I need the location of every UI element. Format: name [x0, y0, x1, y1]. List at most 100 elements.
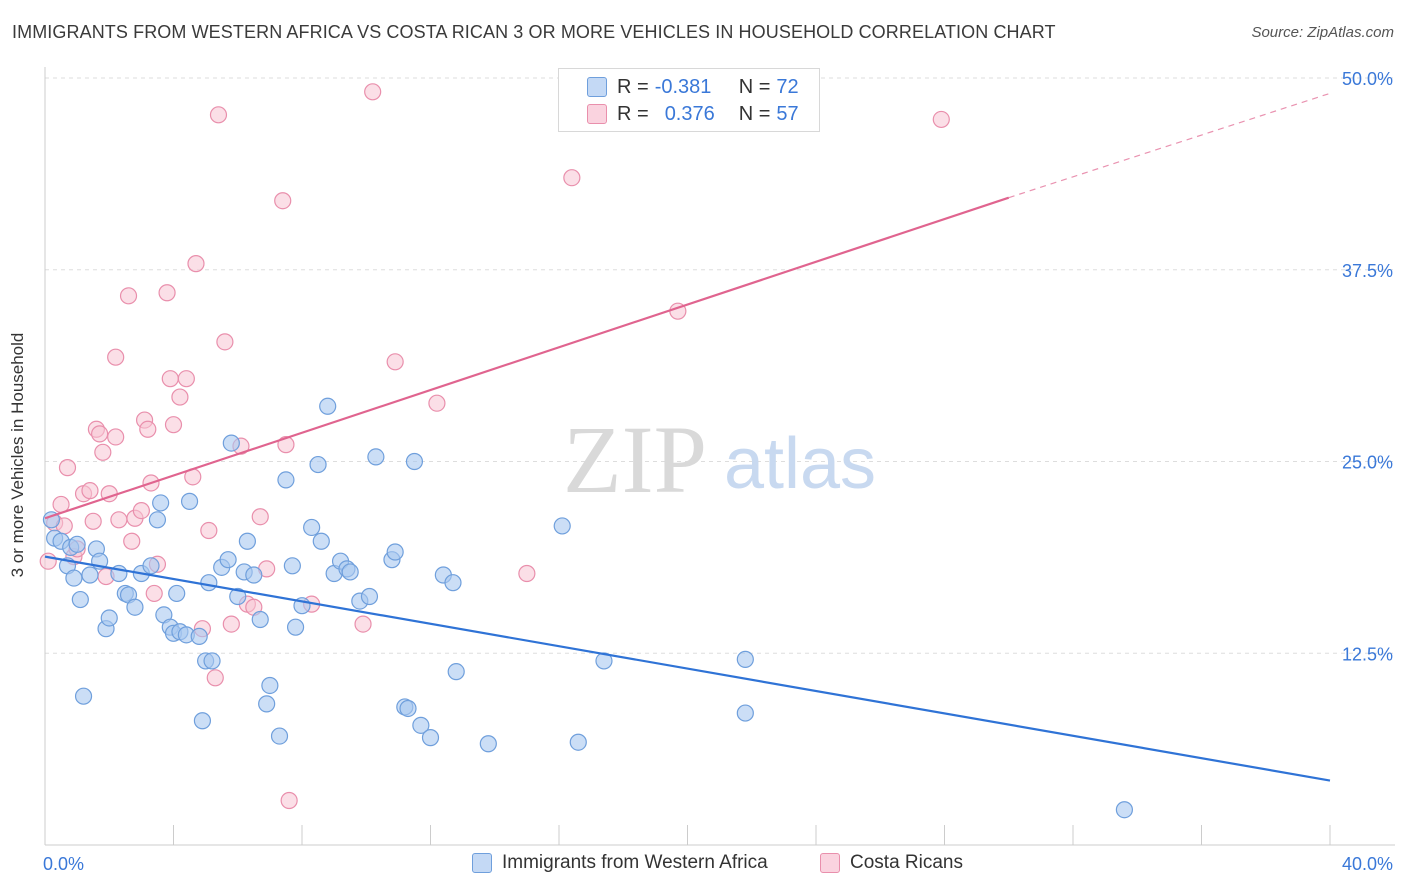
blue-point — [126, 598, 144, 616]
pink-point — [280, 791, 298, 810]
blue-point — [245, 566, 263, 584]
legend-label-costa-ricans: Costa Ricans — [850, 852, 963, 873]
x-tick-label: 0.0% — [43, 854, 84, 874]
pink-point — [123, 532, 141, 550]
pink-point — [216, 333, 234, 351]
blue-point — [736, 704, 754, 722]
legend-r-value: -0.381 — [654, 75, 712, 98]
pink-point — [107, 428, 125, 446]
pink-point — [58, 459, 77, 477]
blue-point — [736, 650, 754, 668]
axes — [44, 67, 1395, 846]
pink-point — [84, 512, 102, 530]
blue-point — [219, 551, 237, 569]
blue-point — [286, 618, 305, 636]
pink-point — [251, 508, 269, 526]
stats-legend: R = -0.381 N = 72 R = 0.376 N = 57 — [558, 68, 820, 132]
source-label: Source: ZipAtlas.com — [1251, 24, 1394, 41]
y-axis-label: 3 or more Vehicles in Household — [8, 332, 27, 578]
blue-point — [1115, 801, 1134, 819]
blue-point — [65, 569, 83, 587]
pink-point — [277, 436, 295, 454]
y-tick-label: 50.0% — [1342, 69, 1393, 89]
y-tick-label: 25.0% — [1342, 453, 1393, 473]
trendlines — [44, 92, 1331, 782]
blue-point — [261, 676, 279, 695]
pink-point — [171, 388, 189, 406]
legend-n-value: 57 — [776, 102, 799, 125]
pink-point — [932, 110, 950, 129]
blue-trendline — [44, 555, 1331, 782]
pink-points — [39, 83, 950, 810]
y-tick-label: 37.5% — [1342, 261, 1393, 281]
blue-point — [277, 471, 295, 489]
pink-point — [81, 482, 99, 500]
y-tick-label: 12.5% — [1342, 644, 1393, 664]
blue-point — [200, 574, 218, 592]
blue-point — [229, 587, 247, 606]
blue-point — [412, 716, 430, 734]
legend-row-blue: R = -0.381 N = 72 — [587, 75, 799, 99]
blue-point — [142, 557, 160, 575]
blue-swatch — [472, 853, 492, 873]
pink-point — [139, 420, 157, 438]
blue-point — [251, 610, 269, 629]
watermark-atlas: atlas — [724, 424, 876, 504]
blue-point — [193, 712, 212, 730]
blue-point — [421, 729, 440, 747]
blue-point — [152, 494, 170, 512]
pink-point — [39, 552, 57, 570]
blue-point — [270, 727, 289, 745]
pink-point — [206, 669, 224, 687]
watermark-zip: ZIP — [563, 406, 707, 513]
y-tick-labels: 12.5% 25.0% 37.5% 50.0% — [1342, 69, 1393, 664]
blue-point — [444, 574, 462, 592]
pink-point — [119, 287, 138, 305]
blue-point — [74, 687, 93, 705]
bottom-legend: Immigrants from Western Africa Costa Ric… — [0, 852, 1406, 878]
blue-point — [148, 511, 167, 529]
blue-point — [81, 566, 99, 584]
blue-point — [168, 584, 186, 603]
pink-swatch — [587, 104, 607, 124]
legend-item-costa-ricans: Costa Ricans — [820, 852, 963, 874]
blue-point — [190, 627, 208, 645]
blue-point — [309, 455, 327, 474]
pink-point — [91, 425, 109, 443]
pink-point — [209, 106, 228, 124]
pink-point — [364, 83, 382, 101]
legend-r-label: R = — [617, 75, 649, 98]
blue-point — [341, 563, 359, 581]
blue-point — [360, 587, 379, 606]
pink-point — [132, 501, 150, 520]
blue-point — [399, 699, 417, 718]
chart-title: IMMIGRANTS FROM WESTERN AFRICA VS COSTA … — [12, 22, 1056, 42]
x-tick-label: 40.0% — [1342, 854, 1393, 874]
legend-n-value: 72 — [776, 75, 799, 98]
blue-point — [258, 695, 276, 713]
blue-point — [222, 434, 240, 452]
pink-point — [110, 511, 128, 529]
blue-swatch — [587, 77, 607, 97]
blue-point — [180, 492, 199, 510]
pink-point — [518, 564, 536, 583]
pink-point — [200, 521, 218, 540]
pink-trendline — [44, 196, 1010, 520]
pink-point — [187, 255, 205, 273]
pink-point — [158, 284, 176, 302]
blue-point — [238, 532, 256, 550]
blue-point — [405, 452, 424, 471]
blue-point — [303, 518, 321, 537]
pink-point — [222, 615, 240, 633]
blue-points — [42, 397, 1134, 819]
pink-swatch — [820, 853, 840, 873]
blue-point — [312, 532, 330, 550]
pink-point — [563, 169, 581, 187]
legend-r-label: R = — [617, 102, 649, 125]
x-tick-labels: 0.0% 40.0% — [43, 854, 1393, 874]
legend-n-label: N = — [738, 75, 771, 98]
pink-point — [94, 443, 112, 461]
pink-point — [428, 394, 446, 412]
legend-n-label: N = — [738, 102, 771, 125]
